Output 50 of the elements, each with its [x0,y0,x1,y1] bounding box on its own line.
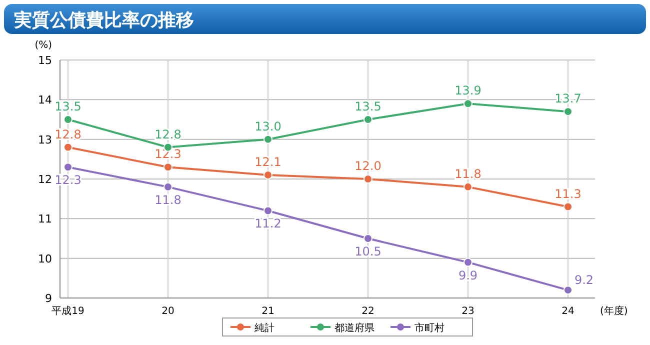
point [364,174,372,184]
y-axis-title: (%) [34,40,52,51]
data-label: 11.8 [454,166,482,181]
x-tick-label: 24 [562,306,574,317]
point [64,162,72,172]
data-label: 10.5 [354,244,382,258]
legend-label: 都道府県 [334,322,374,334]
data-label: 13.9 [454,84,482,98]
point [364,115,372,124]
y-tick-label: 14 [38,94,52,107]
point [464,99,472,108]
point [164,162,172,172]
point [464,182,472,192]
point [164,182,172,192]
point [364,234,372,243]
y-tick-label: 13 [38,133,52,146]
point [264,170,272,180]
point [564,286,572,295]
y-tick-label: 12 [38,173,52,186]
x-tick-label: 23 [462,306,474,317]
legend-label: 純計 [254,322,274,334]
legend-label: 市町村 [414,322,444,334]
point [64,115,72,124]
y-tick-label: 15 [38,54,52,67]
x-tick-label: 21 [262,306,274,317]
data-label: 13.0 [254,119,282,134]
data-label: 11.8 [154,192,182,207]
data-label: 11.3 [554,186,582,201]
x-tick-label: 平成19 [52,305,84,317]
data-label: 12.8 [154,127,182,142]
x-tick-label: 20 [162,306,174,317]
point [264,206,272,216]
data-label: 12.0 [354,159,382,173]
data-label: 11.2 [254,216,282,231]
point [464,258,472,267]
chart-title: 実質公債費比率の推移 [13,10,194,31]
x-axis-title: (年度) [600,305,628,317]
data-label: 13.5 [354,100,382,114]
point [264,134,272,144]
x-tick-label: 22 [362,306,374,317]
point [564,202,572,212]
y-tick-label: 9 [45,292,52,305]
data-label: 9.9 [458,268,478,282]
point [564,107,572,116]
data-label: 9.2 [574,273,594,288]
y-tick-label: 11 [38,212,52,226]
y-tick-label: 10 [38,252,52,266]
data-label: 13.7 [554,92,582,106]
point [64,142,72,152]
data-label: 12.1 [254,155,282,170]
